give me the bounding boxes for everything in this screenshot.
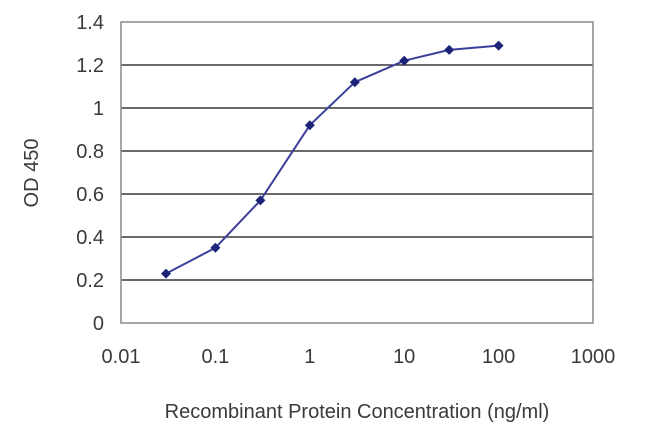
data-points — [161, 40, 504, 279]
x-tick-label: 10 — [393, 346, 415, 368]
data-point-marker — [304, 120, 315, 131]
data-point-marker — [444, 44, 455, 55]
x-tick-label: 1000 — [571, 346, 616, 368]
y-tick-label: 0 — [93, 313, 104, 335]
y-tick-label: 1.4 — [76, 12, 104, 34]
y-axis-label: OD 450 — [21, 139, 43, 208]
x-tick-label: 0.1 — [201, 346, 229, 368]
y-tick-label: 0.8 — [76, 141, 104, 163]
x-tick-label: 0.01 — [102, 346, 141, 368]
data-point-marker — [493, 40, 504, 51]
y-tick-label: 0.2 — [76, 270, 104, 292]
data-point-marker — [349, 77, 360, 88]
plot-area — [120, 21, 594, 324]
y-tick-label: 0.4 — [76, 227, 104, 249]
y-axis-ticks: 0 0.2 0.4 0.6 0.8 1 1.2 1.4 — [76, 12, 104, 335]
x-axis-ticks: 0.01 0.1 1 10 100 1000 — [102, 346, 616, 368]
data-point-marker — [210, 242, 221, 253]
y-tick-label: 1.2 — [76, 55, 104, 77]
grid-lines — [121, 64, 593, 281]
y-tick-label: 1 — [93, 98, 104, 120]
data-point-marker — [255, 195, 266, 206]
y-tick-label: 0.6 — [76, 184, 104, 206]
series-line — [165, 44, 499, 275]
data-point-marker — [399, 55, 410, 66]
x-tick-label: 1 — [304, 346, 315, 368]
x-tick-label: 100 — [482, 346, 515, 368]
x-axis-label: Recombinant Protein Concentration (ng/ml… — [165, 401, 550, 423]
data-point-marker — [161, 268, 171, 279]
